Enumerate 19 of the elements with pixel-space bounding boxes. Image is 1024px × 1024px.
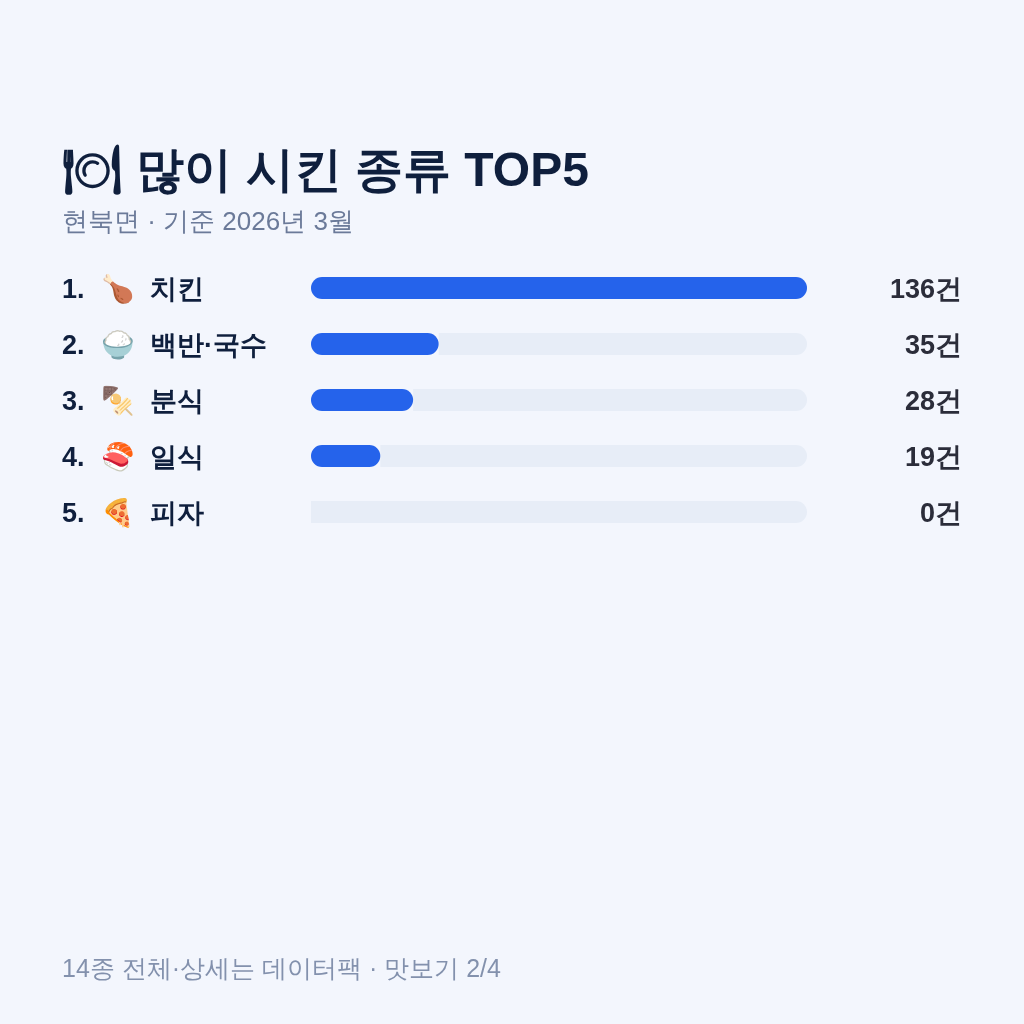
data-label: 136건 xyxy=(889,274,962,304)
bar xyxy=(380,445,807,467)
y-tick-label: 5. 🍕 피자 xyxy=(62,497,204,528)
bar xyxy=(413,389,807,411)
text: 14종 전체·상세는 데이터팩 · 맛보기 2/4 xyxy=(62,954,502,982)
chart-subtitle: 현북면 · 기준 2026년 3월 xyxy=(62,206,354,236)
bar xyxy=(311,389,414,411)
y-tick-label: 1. 🍗 치킨 xyxy=(62,273,204,304)
chart-title: 🍽 많이 시킨 종류 TOP5 xyxy=(62,143,589,196)
bar xyxy=(311,277,807,299)
y-tick-label: 4. 🍣 일식 xyxy=(62,440,204,472)
data-label: 35건 xyxy=(904,330,962,360)
data-label: 28건 xyxy=(904,386,962,416)
y-tick-label: 2. 🍚 백반·국수 xyxy=(62,329,267,360)
bar xyxy=(438,333,807,355)
data-label: 0건 xyxy=(919,498,962,528)
y-tick-label: 3. 🍢 분식 xyxy=(62,385,204,417)
bar xyxy=(311,333,439,355)
data-label: 19건 xyxy=(904,442,962,472)
